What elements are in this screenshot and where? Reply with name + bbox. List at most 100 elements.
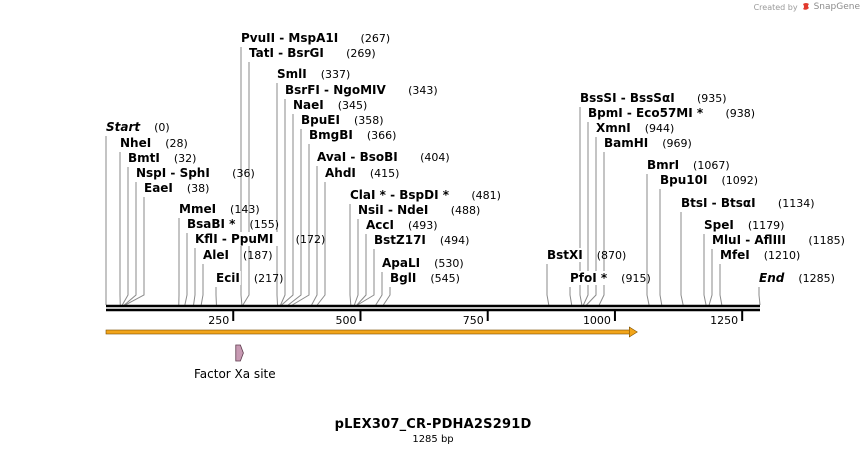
site-bgli-label[interactable]: BglI <box>390 271 416 285</box>
site-bstz17i-leader <box>357 249 375 306</box>
site-smli-label[interactable]: SmlI <box>277 67 307 81</box>
site-pfoi-label[interactable]: PfoI * <box>570 271 608 285</box>
site-kfli-ppumi-label-bg <box>194 232 283 246</box>
site-tati-bsrgi-label[interactable]: TatI - BsrGI <box>249 46 324 60</box>
site-nhei-label-bg <box>119 136 153 150</box>
dna-backbone <box>106 304 760 312</box>
site-mfei-label-bg <box>719 248 751 262</box>
ruler-label-500: 500 <box>335 314 356 327</box>
site-alei-position: (187) <box>243 249 273 262</box>
site-clai-bspdi-label-bg <box>349 188 459 202</box>
site-ahdi-leader <box>316 182 326 306</box>
site-eaei-label[interactable]: EaeI <box>144 181 173 195</box>
site-leaders <box>105 47 761 306</box>
site-clai-bspdi-position: (481) <box>471 189 501 202</box>
site-nsii-ndei-leader <box>353 219 359 306</box>
site-btsi-bts-i-label[interactable]: BtsI - BtsαI <box>681 196 756 210</box>
site-avai-bsobi-position: (404) <box>420 151 450 164</box>
orf-bar[interactable] <box>105 329 632 335</box>
site-mfei-label[interactable]: MfeI <box>720 248 750 262</box>
site-xmni-label[interactable]: XmnI <box>596 121 631 135</box>
site-spei-label[interactable]: SpeI <box>704 218 734 232</box>
site-bmti-label[interactable]: BmtI <box>128 151 160 165</box>
site-xmni-leader <box>586 137 597 306</box>
site-acci-label-bg <box>365 218 395 232</box>
site-bamhi-label-bg <box>603 136 650 150</box>
feature-factor-xa-site[interactable] <box>235 344 244 362</box>
site-nhei-label[interactable]: NheI <box>120 136 151 150</box>
site-kfli-ppumi-leader <box>193 248 196 306</box>
site-pvuii-mspa1i-label[interactable]: PvuII - MspA1I <box>241 31 338 45</box>
site-pvuii-mspa1i-leader <box>240 47 243 306</box>
site-pvuii-mspa1i-label-bg <box>240 31 348 45</box>
site-bpuei-label-bg <box>300 113 341 127</box>
site-bstz17i-label[interactable]: BstZ17I <box>374 233 426 247</box>
site-bsabi-label-bg <box>186 217 237 231</box>
site-bgli-position: (545) <box>430 272 460 285</box>
site-avai-bsobi-label[interactable]: AvaI - BsoBI <box>317 150 398 164</box>
site-mmei-label[interactable]: MmeI <box>179 202 216 216</box>
site-bsssi-bsss-i-position: (935) <box>697 92 727 105</box>
site-bstxi-label-bg <box>546 248 584 262</box>
site-pvuii-mspa1i-position: (267) <box>361 32 391 45</box>
site-spei-leader <box>703 234 707 306</box>
site-kfli-ppumi-label[interactable]: KflI - PpuMI <box>195 232 273 246</box>
site-bsabi-label[interactable]: BsaBI * <box>187 217 236 231</box>
site-spei-position: (1179) <box>748 219 785 232</box>
snapgene-credit: Created by SnapGene <box>754 2 860 12</box>
site-mlui-afliii-label[interactable]: MluI - AflIII <box>712 233 786 247</box>
site-ecii-position: (217) <box>254 272 284 285</box>
site-pfoi-label-bg <box>569 271 609 285</box>
site-bsssi-bsss-i-label[interactable]: BssSI - BssSαI <box>580 91 675 105</box>
site-naei-label[interactable]: NaeI <box>293 98 324 112</box>
site-xmni-label-bg <box>595 121 632 135</box>
site-bpuei-label[interactable]: BpuEI <box>301 113 340 127</box>
site-bmgbi-label-bg <box>308 128 354 142</box>
site-ahdi-label[interactable]: AhdI <box>325 166 356 180</box>
site-bmgbi-label[interactable]: BmgBI <box>309 128 353 142</box>
site-bpu10i-leader <box>659 189 663 306</box>
site-alei-leader <box>200 264 204 306</box>
site-bsabi-position: (155) <box>249 218 279 231</box>
site-bsrfi-ngomiv-label[interactable]: BsrFI - NgoMIV <box>285 83 386 97</box>
site-mlui-afliii-label-bg <box>711 233 796 247</box>
site-bstz17i-label-bg <box>373 233 427 247</box>
site-ecii-label[interactable]: EciI <box>216 271 240 285</box>
site-bmri-label[interactable]: BmrI <box>647 158 679 172</box>
site-bpuei-leader <box>287 129 302 306</box>
site-mmei-label-bg <box>178 202 218 216</box>
site-btsi-bts-i-position: (1134) <box>778 197 815 210</box>
site-nsii-ndei-label-bg <box>357 203 438 217</box>
site-bpmi-eco57mi-label[interactable]: BpmI - Eco57MI * <box>588 106 704 120</box>
site-nhei-position: (28) <box>165 137 188 150</box>
ruler-label-250: 250 <box>208 314 229 327</box>
site-nspi-sphi-label[interactable]: NspI - SphI <box>136 166 210 180</box>
site-nsii-ndei-label[interactable]: NsiI - NdeI <box>358 203 428 217</box>
site-bpu10i-label-bg <box>659 173 709 187</box>
site-start-label[interactable]: Start <box>106 120 141 134</box>
site-mfei-leader <box>719 264 723 306</box>
site-avai-bsobi-label-bg <box>316 150 408 164</box>
site-apali-label-bg <box>381 256 422 270</box>
site-eaei-leader <box>125 197 145 306</box>
site-bpmi-eco57mi-leader <box>582 122 589 306</box>
feature-label-factor-xa[interactable]: Factor Xa site <box>194 367 276 381</box>
orf-arrowhead <box>629 326 638 338</box>
site-alei-label[interactable]: AleI <box>203 248 229 262</box>
site-bsrfi-ngomiv-position: (343) <box>408 84 438 97</box>
snapgene-logo-icon <box>802 3 809 10</box>
site-apali-label[interactable]: ApaLI <box>382 256 420 270</box>
site-nsii-ndei-position: (488) <box>451 204 481 217</box>
site-end-label[interactable]: End <box>759 271 785 285</box>
site-acci-label[interactable]: AccI <box>366 218 394 232</box>
site-bpu10i-label[interactable]: Bpu10I <box>660 173 707 187</box>
site-bstxi-label[interactable]: BstXI <box>547 248 583 262</box>
site-avai-bsobi-leader <box>311 166 318 306</box>
site-bamhi-label[interactable]: BamHI <box>604 136 648 150</box>
site-pfoi-position: (915) <box>621 272 651 285</box>
feature-layer <box>235 344 244 362</box>
sequence-length: 1285 bp <box>412 434 454 445</box>
site-bgli-label-bg <box>389 271 418 285</box>
site-clai-bspdi-label[interactable]: ClaI * - BspDI * <box>350 188 450 202</box>
